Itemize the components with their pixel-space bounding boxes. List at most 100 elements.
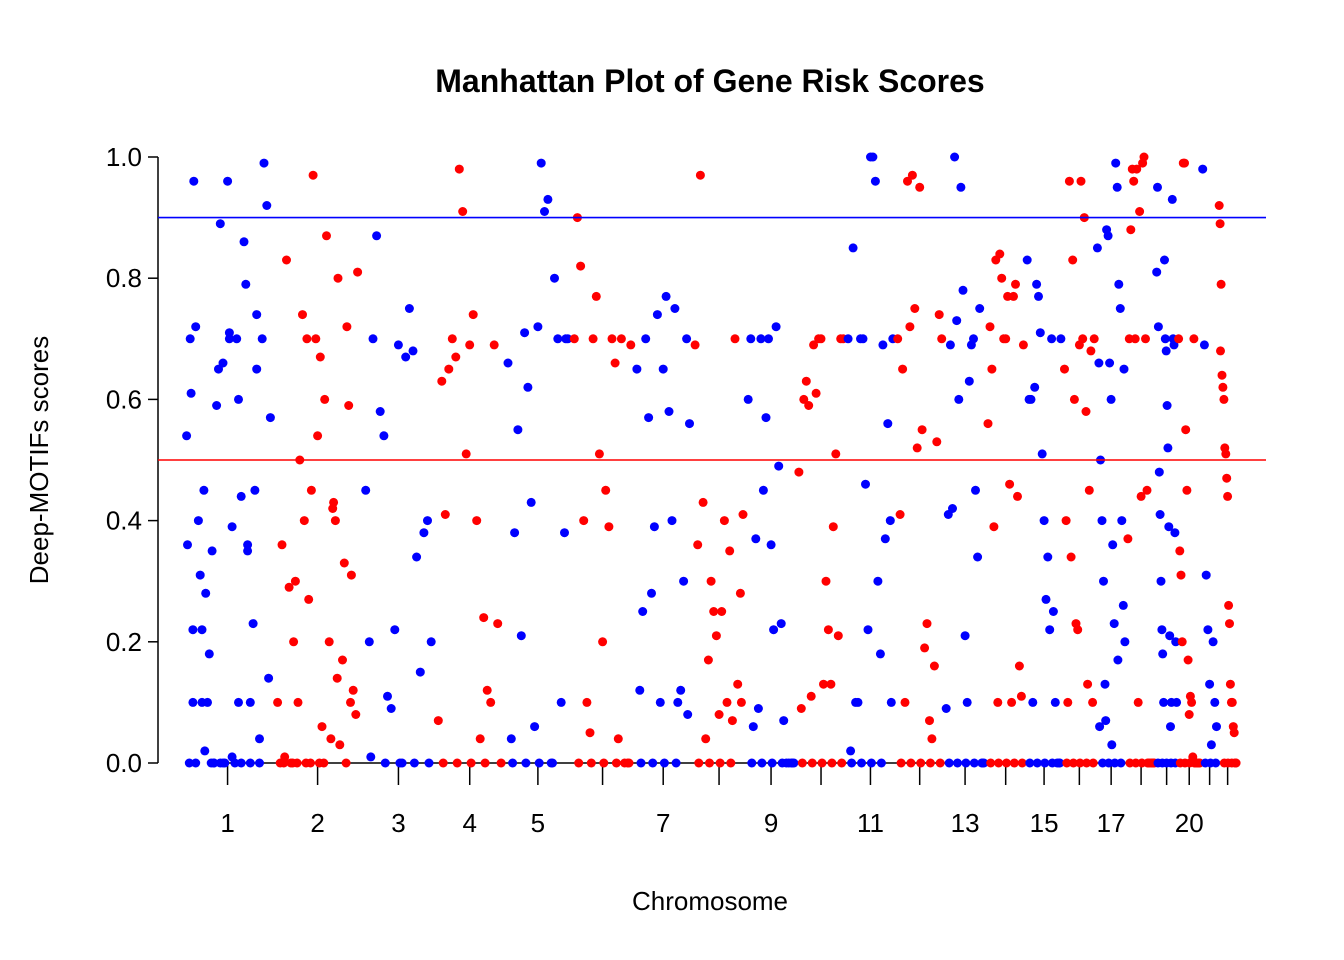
data-point-chr7 [655,697,665,707]
data-point-chr16 [1069,394,1079,404]
data-point-chr19 [1157,625,1167,635]
data-point-chr22 [1224,600,1234,610]
data-point-chr13 [941,704,951,713]
x-tick-label: 2 [310,808,324,838]
data-point-chr8 [735,588,745,598]
data-point-chr20 [1177,637,1187,647]
data-point-chr16 [1066,552,1076,562]
data-point-chr5 [556,697,566,707]
data-point-chr13 [948,504,957,513]
data-point-chr2 [284,582,294,592]
y-axis: 0.0 0.2 0.4 0.6 0.8 1.0 [106,142,159,778]
data-point-chr6 [610,358,620,368]
data-point-chr9 [746,334,756,344]
data-point-chr10 [794,467,804,477]
data-point-chr9 [787,758,797,768]
data-point-chr11 [846,746,856,756]
data-point-chr21 [1212,722,1221,732]
data-point-chr1 [232,334,242,344]
data-point-chr7 [679,576,689,586]
data-point-chr3 [404,304,414,313]
data-point-chr2 [298,310,307,320]
data-point-chr14 [989,522,999,532]
data-point-chr15 [1034,291,1043,301]
data-point-chr8 [715,758,725,768]
data-point-chr14 [1011,279,1020,289]
data-point-chr10 [823,625,833,635]
data-point-chr5 [550,273,559,283]
data-point-chr9 [769,625,779,635]
data-point-chr11 [868,152,878,162]
data-point-chr16 [1089,334,1099,344]
data-point-chr1 [191,322,201,332]
data-point-chr16 [1086,346,1096,356]
data-point-chr19 [1170,528,1180,538]
data-point-chr6 [591,291,601,301]
data-point-chr16 [1084,485,1094,495]
data-point-chr13 [944,758,954,768]
data-point-chr8 [694,758,704,768]
data-point-chr15 [1045,625,1055,635]
data-point-chr11 [875,649,885,659]
data-point-chr17 [1092,243,1102,253]
data-point-chr2 [314,758,324,768]
data-point-chr12 [898,364,908,374]
data-point-chr11 [847,758,857,768]
data-point-chr17 [1100,679,1110,689]
data-point-chr14 [987,364,997,374]
data-point-chr14 [1009,758,1019,768]
data-point-chr8 [738,510,748,519]
data-point-chr17 [1097,516,1107,526]
data-point-chr1 [184,758,194,768]
x-tick-label: 20 [1175,808,1204,838]
data-point-chr18 [1135,207,1145,216]
data-point-chr14 [1016,691,1026,701]
data-point-chr13 [958,285,968,295]
data-point-chr18 [1123,534,1133,544]
data-point-chr11 [858,334,868,344]
data-point-chr4 [493,619,503,629]
data-point-chr17 [1113,655,1123,665]
data-point-chr2 [344,401,354,410]
data-point-chr7 [636,758,646,768]
data-point-chr3 [375,407,385,416]
data-point-chr3 [426,637,436,647]
data-point-chr20 [1182,485,1192,495]
data-point-chr1 [206,758,216,768]
data-point-chr6 [594,449,604,459]
data-point-chr2 [342,322,352,332]
data-point-chr3 [412,552,422,562]
data-point-chr7 [676,685,686,695]
data-point-chr3 [368,334,378,344]
data-point-chr2 [288,758,298,768]
data-point-chr22 [1216,279,1226,289]
data-point-chr16 [1082,758,1092,768]
data-point-chr7 [682,334,692,344]
data-point-chr7 [632,364,642,374]
data-point-chr6 [607,334,617,344]
data-point-chr2 [330,516,340,526]
data-point-chr7 [652,310,662,320]
data-point-chr6 [604,522,614,532]
data-point-chr2 [322,231,331,241]
data-point-chr17 [1115,304,1125,313]
data-point-chr20 [1176,570,1186,580]
data-point-chr9 [753,704,763,713]
data-point-chr3 [409,758,419,768]
data-point-chr5 [548,758,557,768]
data-point-chr6 [613,734,623,744]
data-point-chr4 [437,376,447,386]
data-point-chr6 [611,758,621,768]
data-point-chr13 [975,304,985,313]
data-point-chr4 [482,685,492,695]
data-point-chr22 [1221,449,1231,459]
data-point-chr2 [306,485,316,495]
data-point-chr12 [896,758,906,768]
data-point-chr4 [433,716,443,726]
data-point-chr10 [816,334,826,344]
data-point-chr22 [1223,491,1233,501]
data-point-chr9 [771,322,781,332]
data-point-chr14 [1013,491,1022,501]
data-point-chr1 [218,358,228,368]
data-point-chr15 [1047,334,1057,344]
